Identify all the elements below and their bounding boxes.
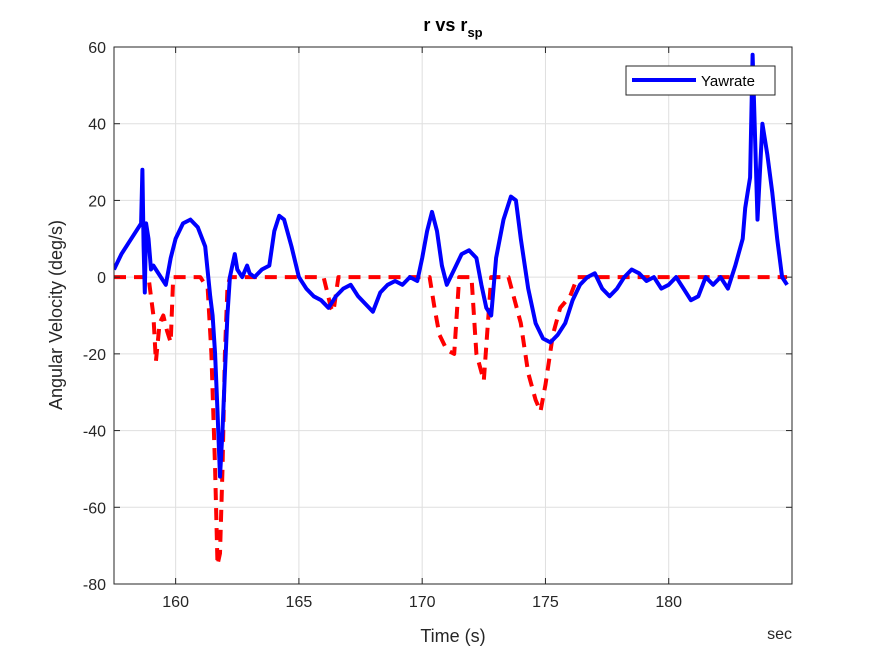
y-tick-label: 0	[97, 270, 106, 287]
y-tick-label: -60	[83, 500, 106, 517]
y-tick-label: 40	[88, 117, 106, 134]
chart-title: r vs rsp	[423, 15, 482, 40]
y-tick-label: 60	[88, 40, 106, 57]
legend: Yawrate	[625, 65, 776, 96]
x-tick-label: 160	[162, 594, 189, 611]
x-tick-label: 170	[409, 594, 436, 611]
x-tick-label: 175	[532, 594, 559, 611]
x-unit-note: sec	[767, 626, 792, 643]
plot-area	[114, 47, 792, 584]
ticks: 160 165 170 175 180 60 40 20 0 -20 -40 -60 -80	[83, 40, 792, 611]
setpoint-line	[114, 275, 788, 567]
y-tick-label: 20	[88, 193, 106, 210]
y-tick-label: -80	[83, 577, 106, 594]
y-axis-label: Angular Velocity (deg/s)	[46, 220, 66, 410]
series-group	[114, 52, 789, 567]
legend-label-yawrate: Yawrate	[701, 73, 755, 90]
yawrate-line	[114, 52, 789, 479]
chart-title-main: r vs r	[423, 15, 467, 35]
y-tick-label: -40	[83, 424, 106, 441]
plot-frame	[113, 46, 793, 585]
x-tick-label: 180	[655, 594, 682, 611]
x-tick-label: 165	[286, 594, 313, 611]
chart-title-subscript: sp	[467, 25, 482, 40]
x-axis-label: Time (s)	[420, 626, 485, 646]
y-tick-label: -20	[83, 347, 106, 364]
